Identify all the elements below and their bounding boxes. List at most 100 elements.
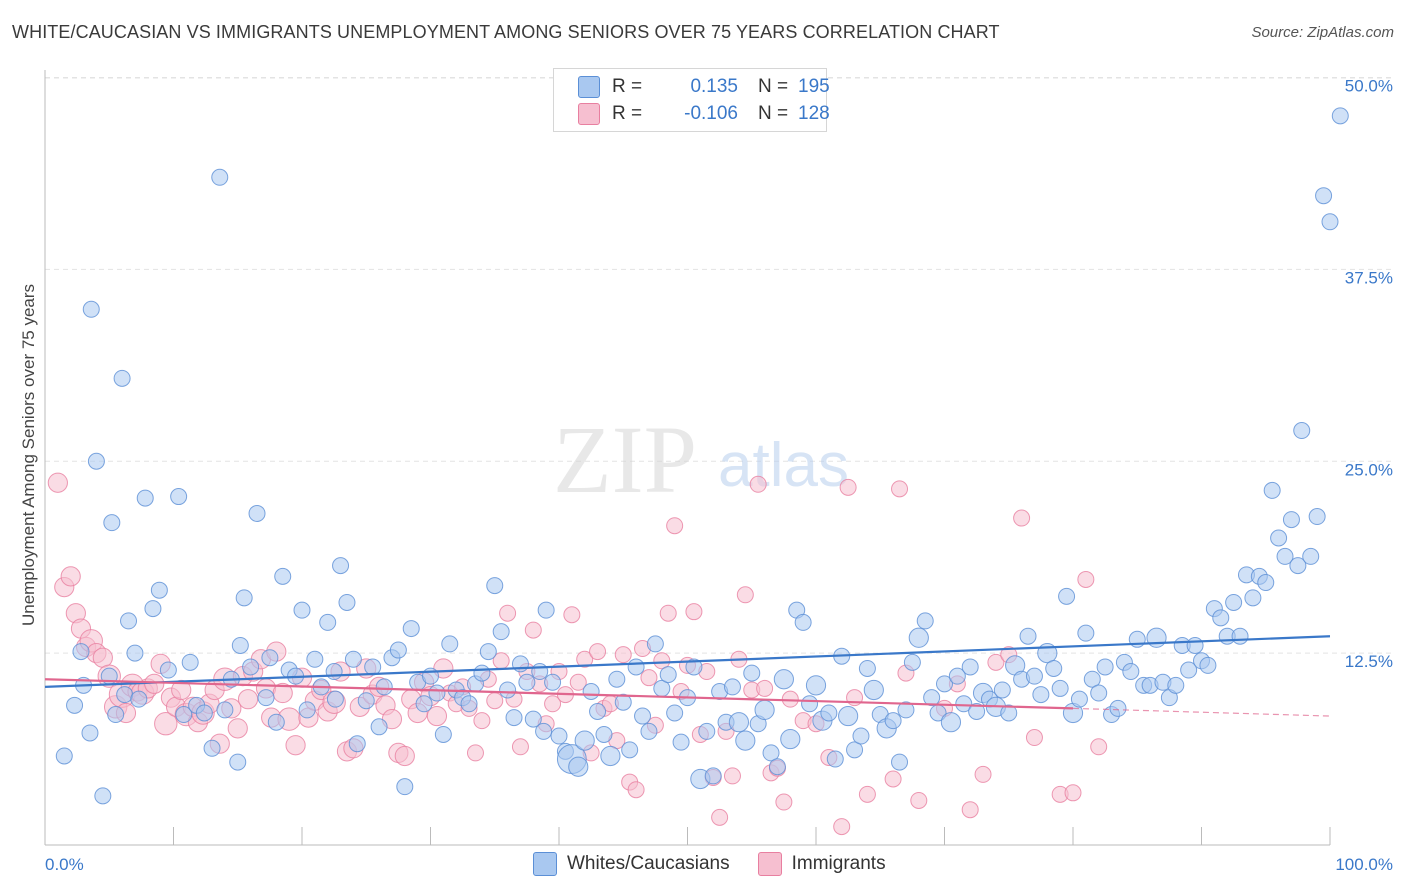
point-whites <box>940 712 962 733</box>
point-whites <box>863 679 884 701</box>
legend-n-label: N = <box>758 103 789 124</box>
point-immigrants <box>884 770 902 788</box>
point-whites <box>595 725 613 743</box>
point-whites <box>66 696 84 714</box>
point-immigrants <box>833 818 851 836</box>
point-whites <box>203 739 221 757</box>
point-whites <box>94 787 112 805</box>
x-tick-label: 0.0% <box>45 855 84 874</box>
point-whites <box>348 735 366 753</box>
point-whites <box>338 593 356 611</box>
source-label: Source: ZipAtlas.com <box>1251 24 1394 41</box>
point-whites <box>801 695 819 713</box>
point-immigrants <box>736 586 754 604</box>
point-whites <box>961 658 979 676</box>
point-whites <box>884 712 902 730</box>
point-immigrants <box>839 478 857 496</box>
point-whites <box>773 669 794 690</box>
legend-r-value: 0.135 <box>690 76 738 97</box>
point-immigrants <box>653 652 671 670</box>
point-whites <box>1186 636 1204 654</box>
point-whites <box>614 693 632 711</box>
point-whites <box>261 649 279 667</box>
chart-title: WHITE/CAUCASIAN VS IMMIGRANTS UNEMPLOYME… <box>12 22 1000 42</box>
point-whites <box>1058 587 1076 605</box>
point-whites <box>838 705 859 727</box>
point-whites <box>332 557 350 575</box>
point-immigrants <box>394 745 415 767</box>
point-whites <box>582 683 600 700</box>
legend-n-value: 195 <box>798 76 830 97</box>
point-whites <box>1070 690 1088 708</box>
point-whites <box>936 675 953 693</box>
point-whites <box>1321 213 1339 231</box>
point-whites <box>672 733 690 751</box>
trend-line-immigrants <box>44 678 1074 710</box>
point-whites <box>120 612 138 630</box>
point-whites <box>805 675 827 696</box>
point-whites <box>568 756 589 777</box>
point-whites <box>659 666 677 684</box>
point-immigrants <box>614 646 632 664</box>
point-whites <box>231 636 249 654</box>
point-whites <box>728 712 750 733</box>
point-immigrants <box>891 480 909 498</box>
point-whites <box>55 747 73 765</box>
legend-swatch-pink <box>757 852 782 876</box>
point-whites <box>1244 589 1262 607</box>
point-whites <box>136 489 154 507</box>
point-whites <box>723 678 741 696</box>
axes <box>44 70 1331 846</box>
point-whites <box>492 623 510 641</box>
point-immigrants <box>974 765 992 783</box>
point-whites <box>1032 686 1050 704</box>
point-whites <box>608 670 626 688</box>
point-whites <box>666 704 684 722</box>
legend-label-immigrants: Immigrants <box>791 853 886 874</box>
point-whites <box>1167 676 1185 694</box>
point-whites <box>170 488 188 506</box>
point-immigrants <box>524 621 542 639</box>
point-immigrants <box>154 712 178 736</box>
point-immigrants <box>858 785 876 803</box>
point-whites <box>852 727 870 745</box>
axis-labels: 12.5% 25.0% 37.5% 50.0% 0.0% 100.0% Unemployme… <box>19 77 1393 875</box>
point-whites <box>948 667 966 685</box>
point-whites <box>242 658 260 676</box>
point-whites <box>144 600 162 618</box>
point-whites <box>1276 547 1294 565</box>
point-whites <box>820 704 838 722</box>
point-immigrants <box>47 472 68 493</box>
point-whites <box>1289 557 1307 575</box>
legend-row-whites: R = 0.135 N = 195 <box>578 75 830 99</box>
point-whites <box>72 643 90 661</box>
point-immigrants <box>1064 784 1082 802</box>
point-whites <box>415 695 433 713</box>
point-whites <box>460 695 478 713</box>
point-whites <box>1257 574 1275 592</box>
point-whites <box>428 684 446 702</box>
point-immigrants <box>285 735 306 756</box>
point-whites <box>1000 704 1018 722</box>
point-whites <box>780 728 801 750</box>
legend-swatch-blue <box>533 852 557 876</box>
legend-r-value: -0.106 <box>684 103 738 124</box>
point-whites <box>344 650 362 668</box>
point-immigrants <box>666 517 684 535</box>
y-tick-label: 37.5% <box>1345 268 1393 287</box>
point-whites <box>293 601 311 619</box>
point-whites <box>1225 593 1243 611</box>
point-whites <box>499 681 517 699</box>
legend-item-whites[interactable]: Whites/Caucasians <box>533 852 730 876</box>
legend-row-immigrants: R = -0.106 N = 128 <box>578 102 830 126</box>
point-immigrants <box>775 793 793 811</box>
point-immigrants <box>749 475 767 493</box>
legend-label-whites: Whites/Caucasians <box>567 853 730 874</box>
point-whites <box>891 753 909 771</box>
point-immigrants <box>499 604 517 622</box>
point-whites <box>640 722 658 740</box>
point-immigrants <box>473 712 491 730</box>
legend-item-immigrants[interactable]: Immigrants <box>757 852 886 876</box>
point-whites <box>298 701 316 719</box>
